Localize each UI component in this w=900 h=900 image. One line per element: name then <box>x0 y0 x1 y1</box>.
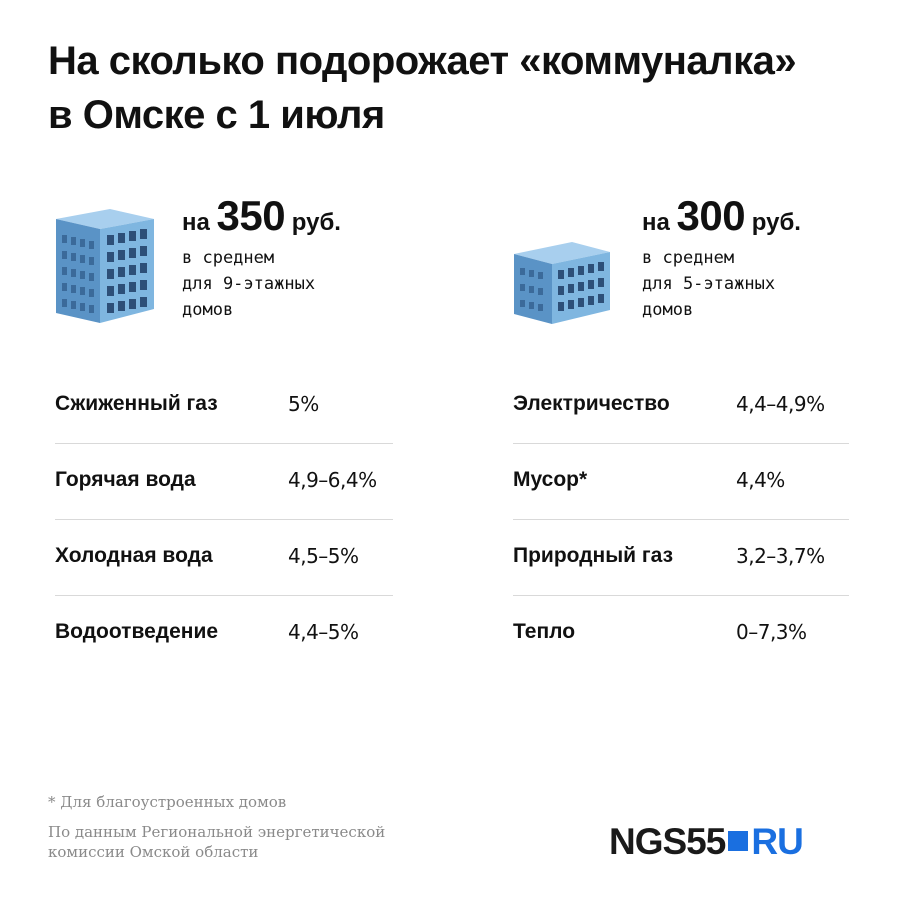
row-value: 0–7,3% <box>736 620 807 644</box>
table-row: Горячая вода 4,9–6,4% <box>55 444 393 520</box>
row-divider <box>513 595 849 596</box>
stat-description: в среднем для 9-этажных домов <box>182 248 316 320</box>
table-row: Водоотведение 4,4–5% <box>55 596 393 672</box>
row-value: 4,9–6,4% <box>288 468 377 492</box>
row-value: 3,2–3,7% <box>736 544 825 568</box>
row-value: 4,4% <box>736 468 785 492</box>
table-row: Холодная вода 4,5–5% <box>55 520 393 596</box>
logo-domain: RU <box>751 821 803 862</box>
row-label: Горячая вода <box>55 468 196 491</box>
title-line-2: в Омске с 1 июля <box>48 93 385 137</box>
stat-amount: на 300 руб. <box>642 195 801 243</box>
row-value: 4,4–4,9% <box>736 392 825 416</box>
stat-9-floor: на 350 руб. в среднем для 9-этажных домо… <box>182 195 341 323</box>
logo-wordmark: NGS55 <box>609 821 726 862</box>
logo-square-icon <box>728 831 749 852</box>
row-label: Сжиженный газ <box>55 392 218 415</box>
row-value: 4,5–5% <box>288 544 359 568</box>
stat-value: 300 <box>676 192 746 239</box>
stat-amount: на 350 руб. <box>182 195 341 243</box>
row-divider <box>55 595 393 596</box>
row-label: Тепло <box>513 620 576 643</box>
ngs55-logo: NGS55 RU <box>609 821 804 862</box>
stat-prefix: на <box>642 209 670 236</box>
stat-5-floor: на 300 руб. в среднем для 5-этажных домо… <box>642 195 801 323</box>
low-building-icon <box>514 242 610 324</box>
table-row: Мусор* 4,4% <box>513 444 849 520</box>
row-divider <box>513 443 849 444</box>
row-divider <box>513 519 849 520</box>
row-label: Электричество <box>513 392 670 415</box>
table-row: Природный газ 3,2–3,7% <box>513 520 849 596</box>
stat-unit: руб. <box>751 209 801 236</box>
row-label: Мусор* <box>513 468 588 491</box>
row-label: Водоотведение <box>55 620 219 643</box>
stat-description: в среднем для 5-этажных домов <box>642 248 776 320</box>
row-divider <box>55 519 393 520</box>
row-label: Природный газ <box>513 544 674 567</box>
row-divider <box>55 443 393 444</box>
title-line-1: На сколько подорожает «коммуналка» <box>48 39 797 83</box>
stat-prefix: на <box>182 209 210 236</box>
source-note: По данным Региональной энергетической ко… <box>48 823 386 861</box>
row-value: 4,4–5% <box>288 620 359 644</box>
page-title: На сколько подорожает «коммуналка» в Омс… <box>48 34 868 142</box>
stat-value: 350 <box>216 192 286 239</box>
stat-unit: руб. <box>291 209 341 236</box>
table-row: Сжиженный газ 5% <box>55 368 393 444</box>
table-row: Электричество 4,4–4,9% <box>513 368 849 444</box>
table-row: Тепло 0–7,3% <box>513 596 849 672</box>
footnote: * Для благоустроенных домов <box>48 793 287 811</box>
row-label: Холодная вода <box>55 544 213 567</box>
tall-building-icon <box>56 209 154 323</box>
row-value: 5% <box>288 392 319 416</box>
